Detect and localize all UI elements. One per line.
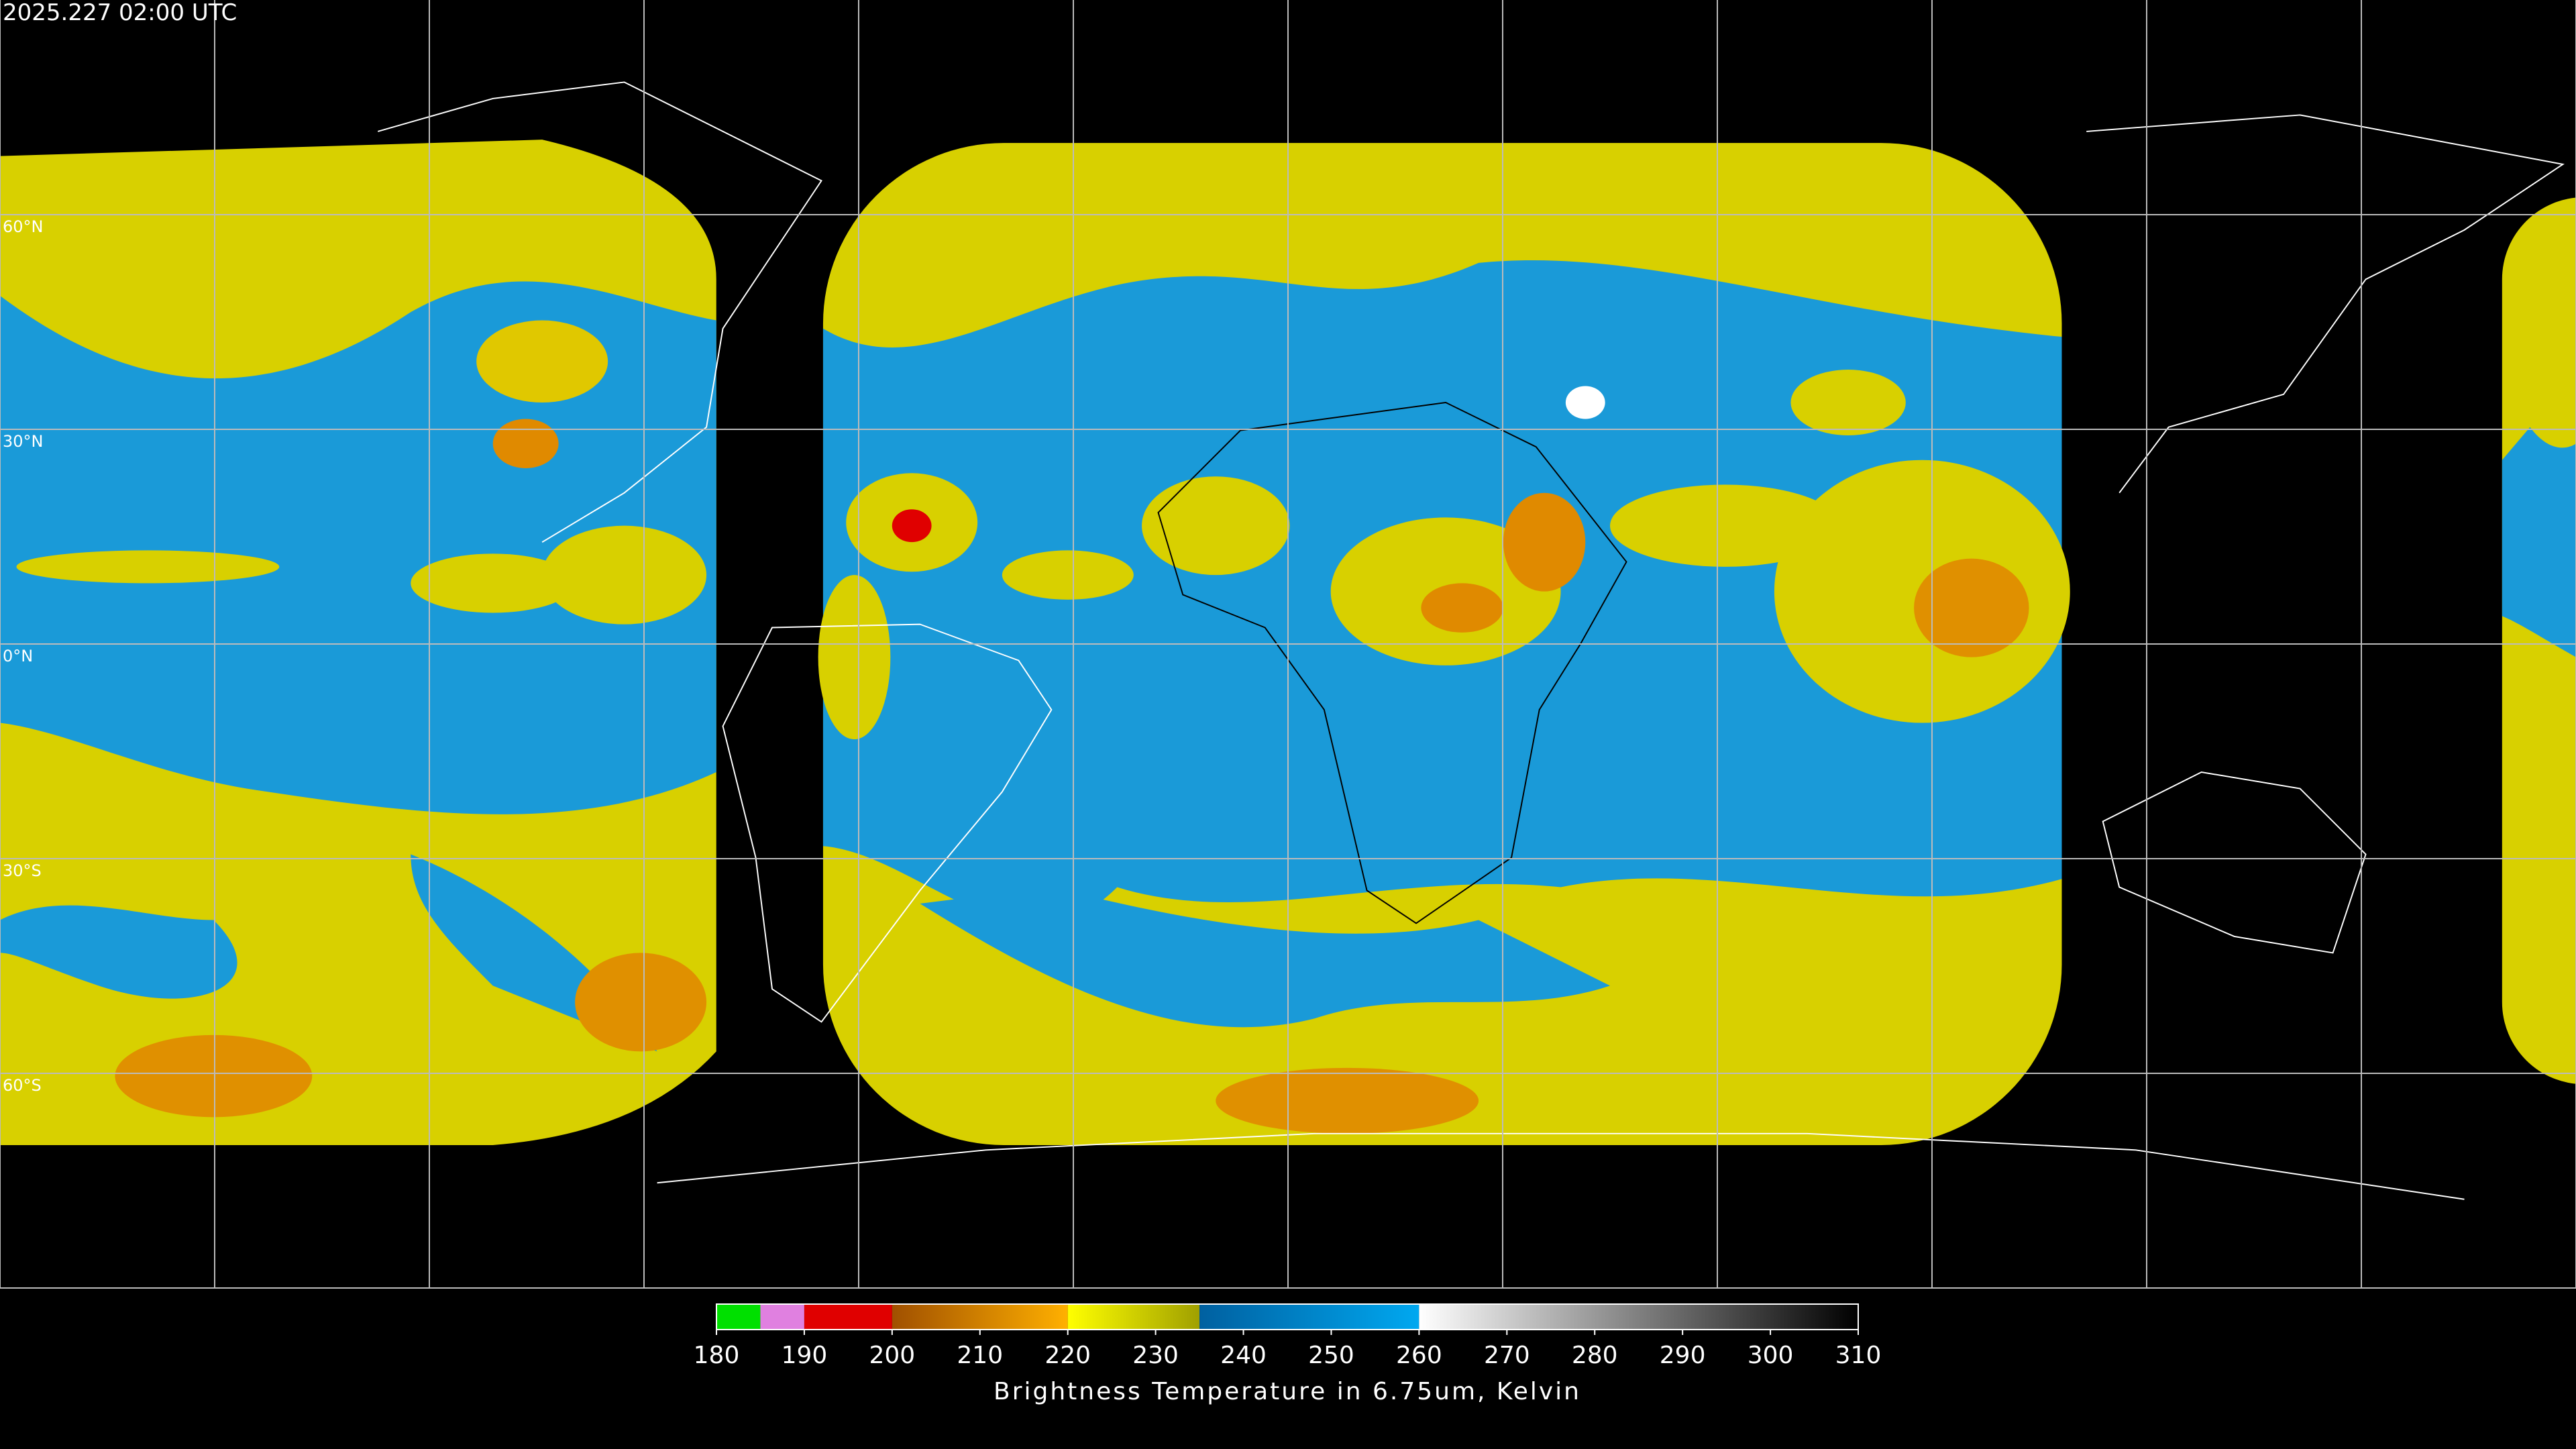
lat-labels: 60°N 30°N 0°N 30°S 60°S [3, 217, 44, 1095]
cloud [1216, 1067, 1479, 1134]
colorbar-tick-label: 300 [1748, 1342, 1794, 1369]
colorbar-tick-label: 250 [1308, 1342, 1354, 1369]
colorbar-segment [1419, 1304, 1858, 1330]
cloud [1503, 492, 1586, 592]
coastline [722, 623, 1053, 1023]
coastline [2086, 114, 2565, 494]
colorbar-label: Brightness Temperature in 6.75um, Kelvin [994, 1378, 1581, 1405]
cloud [575, 953, 707, 1052]
cloud [411, 553, 576, 613]
colorbar-segment [892, 1304, 1068, 1330]
dry-region [0, 281, 716, 814]
cloud [1421, 583, 1503, 633]
colorbar-tick-label: 200 [869, 1342, 915, 1369]
colorbar-tick-label: 290 [1660, 1342, 1706, 1369]
cloud [115, 1034, 313, 1118]
satellite-disk [2502, 197, 2576, 1084]
colorbar-tick-label: 210 [957, 1342, 1003, 1369]
colorbar-tick-label: 240 [1220, 1342, 1267, 1369]
lat-label: 30°N [3, 432, 44, 451]
coastline [2102, 771, 2367, 954]
imagery [0, 81, 2576, 1200]
colorbar-frame [716, 1303, 1859, 1330]
dry-region [2502, 427, 2576, 657]
coastline [657, 1132, 2465, 1200]
coastline [1157, 401, 1627, 924]
timestamp: 2025.227 02:00 UTC [3, 0, 237, 26]
colorbar-tick-label: 180 [694, 1342, 740, 1369]
cloud [818, 575, 891, 740]
colorbar-tick-label: 230 [1132, 1342, 1179, 1369]
colorbar-tick-label: 310 [1835, 1342, 1882, 1369]
coastlines [378, 81, 2565, 1200]
colorbar-segment [760, 1304, 804, 1330]
lat-label: 30°S [3, 861, 42, 880]
colorbar-segment [1199, 1304, 1419, 1330]
colorbar-tick-label: 190 [782, 1342, 828, 1369]
coastline [378, 81, 822, 543]
graticule [0, 0, 2576, 1289]
cloud [542, 525, 707, 625]
lat-label: 60°N [3, 217, 44, 236]
lat-label: 0°N [3, 647, 33, 665]
cloud [1914, 558, 2029, 657]
cloud [492, 419, 559, 468]
lat-label: 60°S [3, 1076, 42, 1095]
colorbar-tick-label: 220 [1044, 1342, 1091, 1369]
cloud [1142, 476, 1290, 576]
cloud [1610, 484, 1840, 567]
colorbar-segment [716, 1304, 761, 1330]
colorbar-tick-label: 280 [1572, 1342, 1618, 1369]
colorbar: 180 190 200 210 220 230 240 250 260 270 280 290 300 3… [694, 1303, 1882, 1405]
colorbar-tick-label: 260 [1396, 1342, 1442, 1369]
dry-region [920, 887, 1611, 1028]
warm-spot [1565, 386, 1605, 419]
cloud [16, 550, 280, 584]
colorbar-segment [804, 1304, 892, 1330]
colorbar-segment [1067, 1304, 1200, 1330]
colorbar-tick-label: 270 [1484, 1342, 1530, 1369]
cloud [1002, 550, 1134, 600]
dry-region [0, 905, 237, 999]
storm-core [892, 509, 932, 543]
cloud [476, 320, 608, 403]
cloud [1790, 370, 1906, 435]
